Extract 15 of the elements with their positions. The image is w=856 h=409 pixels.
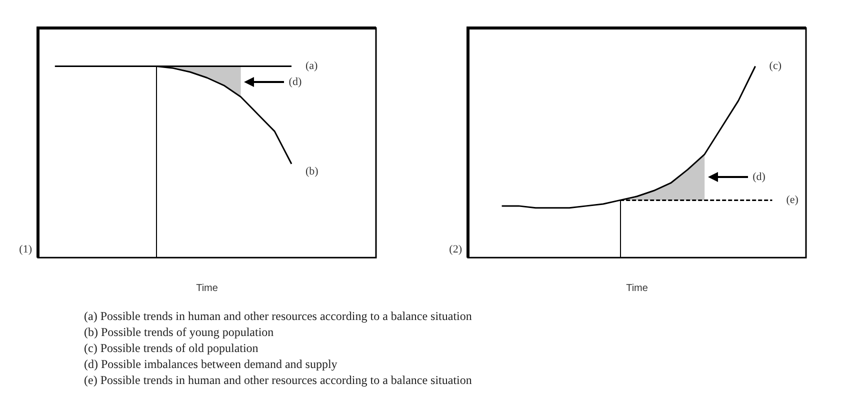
series-label: (b) [306,166,319,178]
series-label: (e) [786,194,799,206]
text: (a) Possible trends in human and other resources according to a balance situation [84,308,472,324]
x-axis-title: Time [196,282,218,294]
annotation: (d) [288,76,302,88]
text: (1) [19,243,32,256]
text: (c) Possible trends of old population [84,340,260,356]
text: (e) Possible trends in human and other resources according to a balance situation [84,372,472,388]
series-label: (a) [306,60,318,72]
text: (2) [449,243,462,256]
text: (b) Possible trends of young population [84,324,275,340]
annotation: (d) [752,171,766,184]
x-axis-title: Time [626,282,648,294]
text: (d) Possible imbalances between demand and supply [84,356,338,372]
series-label: (c) [769,60,782,72]
